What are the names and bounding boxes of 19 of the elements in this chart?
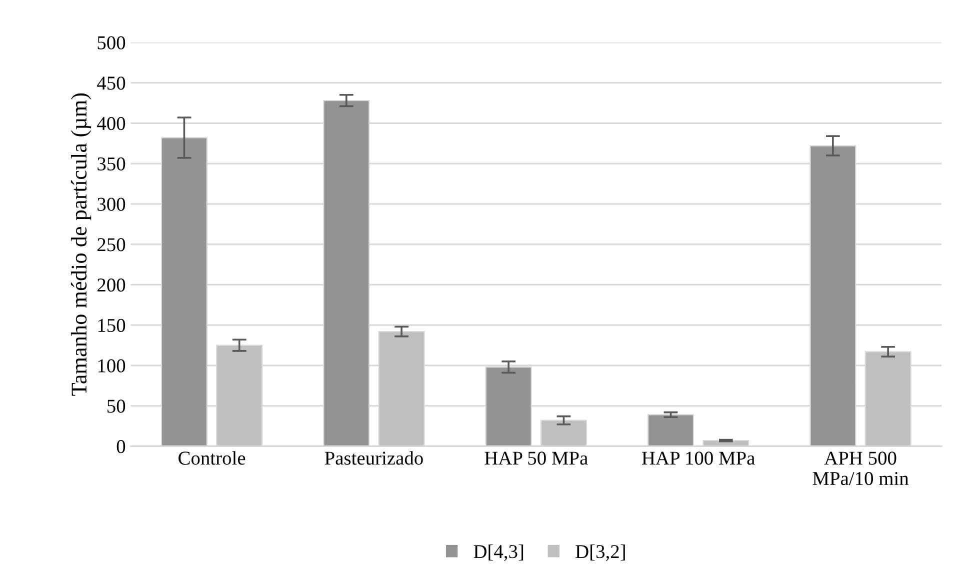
- x-tick-label: Pasteurizado: [324, 451, 423, 465]
- y-axis-title: Tamanho médio de partícula (µm): [70, 93, 92, 396]
- y-tick-label: 200: [98, 278, 126, 292]
- y-tick-label: 300: [98, 198, 126, 211]
- x-tick-label: Controle: [178, 451, 246, 465]
- y-tick-label: 400: [97, 116, 126, 130]
- y-tick-label: 350: [98, 157, 126, 170]
- y-tick-label: 0: [116, 440, 126, 454]
- y-tick-label: 500: [98, 36, 126, 50]
- y-tick-label: 250: [98, 238, 126, 252]
- x-tick-label: HAP 100 MPa: [642, 452, 755, 465]
- x-tick-label: HAP 50 MPa: [484, 452, 588, 465]
- legend-label: D[4,3]: [474, 544, 524, 561]
- y-tick-label: 50: [108, 400, 126, 413]
- y-tick-label: 100: [98, 359, 126, 372]
- y-tick-label: 450: [97, 76, 126, 90]
- legend-label: D[3,2]: [576, 544, 625, 561]
- x-tick-label: APH 500 MPa/10 min: [812, 452, 909, 486]
- y-tick-label: 150: [98, 318, 126, 332]
